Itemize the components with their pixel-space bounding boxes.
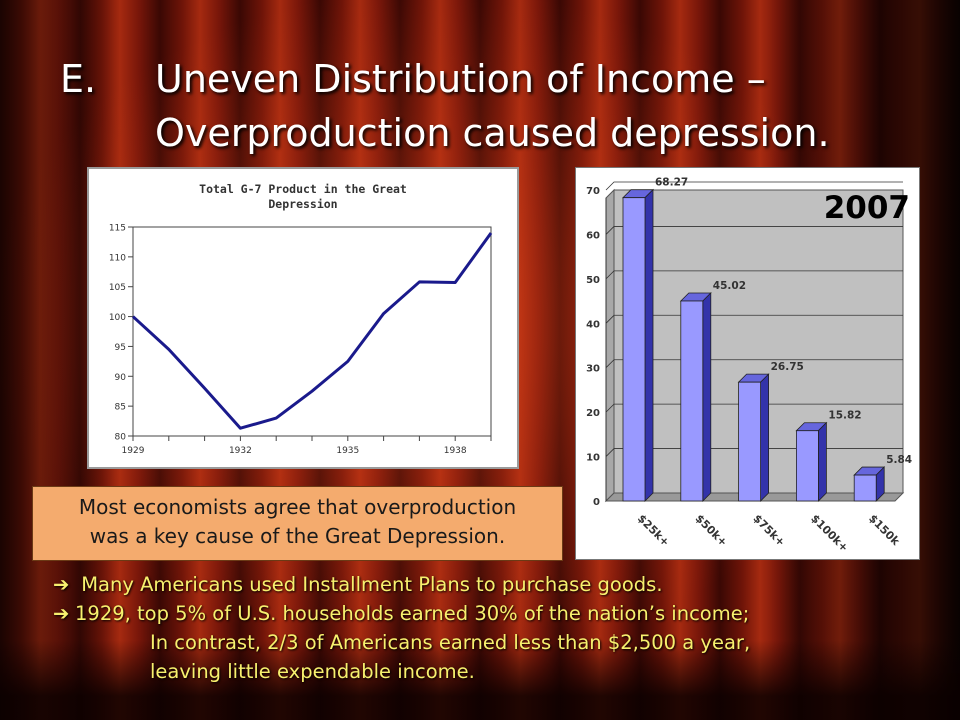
bullet-text: Many Americans used Installment Plans to…: [75, 573, 663, 596]
x-tick-label: 1932: [229, 446, 252, 456]
x-tick-label: 1929: [122, 446, 145, 456]
bar-side: [760, 373, 770, 502]
y-tick-label: 0: [593, 497, 600, 508]
bullet-text: leaving little expendable income.: [150, 660, 475, 683]
data-label: 68.27: [655, 177, 688, 189]
bar-side: [702, 292, 712, 502]
economists-callout: Most economists agree that overproductio…: [32, 486, 563, 561]
title-letter: E.: [60, 57, 97, 101]
y-tick-label: 90: [115, 373, 127, 383]
line-chart-svg: Total G-7 Product in the GreatDepression…: [109, 182, 493, 456]
gridline: [605, 314, 903, 324]
y-tick-label: 60: [586, 230, 600, 241]
line-chart-title: Total G-7 Product in the Great: [199, 182, 407, 196]
bullet-continuation: leaving little expendable income.: [53, 657, 750, 686]
arrow-bullet-icon: ➔: [53, 602, 70, 625]
y-tick-label: 40: [586, 319, 600, 330]
data-label: 45.02: [713, 280, 746, 292]
bullet-item: ➔ 1929, top 5% of U.S. households earned …: [53, 599, 750, 628]
arrow-bullet-icon: ➔: [53, 573, 70, 596]
data-label: 15.82: [828, 410, 861, 422]
data-label: 26.75: [771, 361, 804, 373]
line-chart-title: Depression: [268, 197, 337, 211]
income-bar-chart: 70 60 50 40 30 20 10 0 68.27 $25k+ 45.02 $50k+ 26.75…: [575, 167, 920, 560]
gridline: [605, 181, 903, 191]
callout-line-2: was a key cause of the Great Depression.: [89, 524, 506, 548]
y-tick-label: 50: [586, 275, 600, 286]
bullet-continuation: In contrast, 2/3 of Americans earned les…: [53, 628, 750, 657]
y-tick-label: 70: [586, 186, 600, 197]
gridline: [605, 226, 903, 235]
x-tick-label: $100k+: [808, 512, 851, 555]
bar: [738, 381, 762, 502]
y-tick-label: 20: [586, 408, 600, 419]
bar-side: [644, 188, 654, 502]
bullet-text: In contrast, 2/3 of Americans earned les…: [150, 631, 751, 654]
y-tick-label: 10: [586, 453, 600, 464]
y-tick-label: 105: [109, 283, 126, 293]
x-tick-label: $150k: [866, 512, 902, 548]
x-tick-label: 1935: [336, 446, 359, 456]
bar: [680, 300, 704, 502]
bar: [795, 430, 819, 502]
plot-frame: [132, 226, 492, 437]
bar: [622, 197, 646, 502]
gridline: [605, 403, 903, 413]
y-tick-label: 80: [115, 433, 127, 443]
y-tick-label: 85: [115, 403, 126, 413]
x-tick-label: $75k+: [750, 512, 787, 549]
y-tick-label: 115: [109, 224, 126, 234]
plot-side-wall: [605, 188, 615, 503]
x-tick-label: $25k+: [635, 512, 672, 549]
data-label: 5.84: [886, 454, 912, 466]
bar: [853, 474, 877, 502]
y-tick-label: 30: [586, 364, 600, 375]
g7-product-line: [131, 232, 493, 430]
y-tick-label: 100: [109, 313, 126, 323]
title-line-2: Overproduction caused depression.: [155, 111, 830, 155]
gridline: [605, 359, 903, 368]
bar-chart-svg: 70 60 50 40 30 20 10 0 68.27 $25k+ 45.02 $50k+ 26.75…: [586, 177, 912, 555]
gridline: [605, 270, 903, 280]
g7-product-line-chart: Total G-7 Product in the Great Depression…: [87, 167, 519, 469]
x-tick-label: $50k+: [693, 512, 730, 549]
bullet-item: ➔ Many Americans used Installment Plans …: [53, 570, 750, 599]
bar-side: [817, 421, 827, 502]
bullet-text: 1929, top 5% of U.S. households earned 3…: [75, 602, 750, 625]
x-tick-label: 1938: [444, 446, 467, 456]
bullet-list: ➔ Many Americans used Installment Plans …: [53, 570, 750, 686]
year-label: 2007: [824, 190, 910, 226]
y-tick-label: 95: [115, 343, 126, 353]
y-tick-label: 110: [109, 253, 126, 263]
title-line-1: Uneven Distribution of Income –: [155, 57, 766, 101]
stage-floor-shadow: [0, 640, 960, 720]
callout-line-1: Most economists agree that overproductio…: [78, 495, 517, 519]
